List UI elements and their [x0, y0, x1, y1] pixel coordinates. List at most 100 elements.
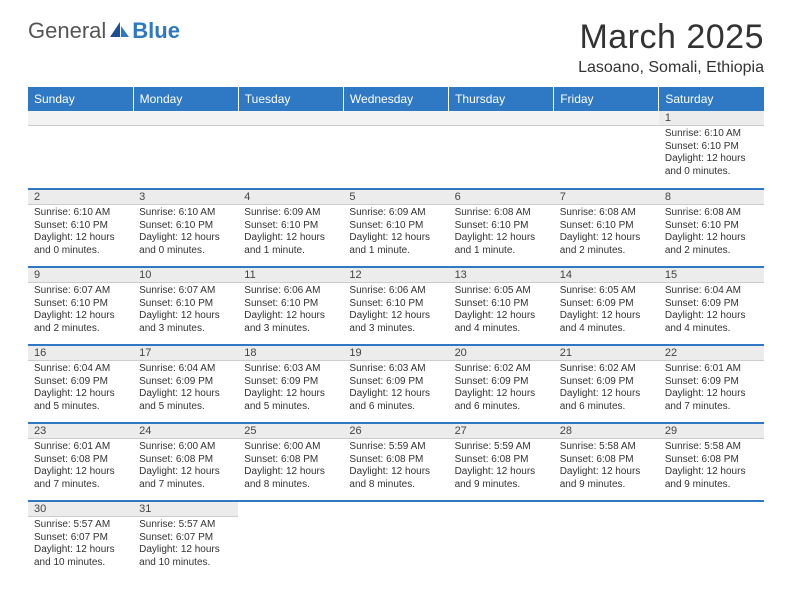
sunrise-text: Sunrise: 6:01 AM	[34, 441, 127, 454]
daylight-line1: Daylight: 12 hours	[34, 544, 127, 557]
sunset-text: Sunset: 6:10 PM	[560, 220, 653, 233]
day-details: Sunrise: 6:08 AMSunset: 6:10 PMDaylight:…	[449, 205, 554, 261]
daylight-line1: Daylight: 12 hours	[34, 310, 127, 323]
sunset-text: Sunset: 6:10 PM	[665, 220, 758, 233]
day-number: 8	[659, 190, 764, 205]
day-number-empty	[343, 111, 448, 126]
sunset-text: Sunset: 6:09 PM	[665, 298, 758, 311]
sunset-text: Sunset: 6:10 PM	[665, 141, 758, 154]
sunrise-text: Sunrise: 6:08 AM	[560, 207, 653, 220]
sunrise-text: Sunrise: 5:59 AM	[349, 441, 442, 454]
daylight-line1: Daylight: 12 hours	[455, 388, 548, 401]
day-number-empty	[28, 111, 133, 126]
daylight-line2: and 3 minutes.	[349, 323, 442, 336]
sunrise-text: Sunrise: 6:04 AM	[665, 285, 758, 298]
header: General Blue March 2025 Lasoano, Somali,…	[28, 18, 764, 77]
weekday-header: Tuesday	[238, 87, 343, 111]
sunrise-text: Sunrise: 6:08 AM	[455, 207, 548, 220]
daylight-line1: Daylight: 12 hours	[244, 466, 337, 479]
day-details: Sunrise: 6:10 AMSunset: 6:10 PMDaylight:…	[28, 205, 133, 261]
day-details: Sunrise: 5:57 AMSunset: 6:07 PMDaylight:…	[133, 517, 238, 573]
day-details: Sunrise: 6:00 AMSunset: 6:08 PMDaylight:…	[133, 439, 238, 495]
day-number: 13	[449, 268, 554, 283]
day-number: 22	[659, 346, 764, 361]
sunset-text: Sunset: 6:08 PM	[349, 454, 442, 467]
sunset-text: Sunset: 6:08 PM	[665, 454, 758, 467]
day-details: Sunrise: 5:59 AMSunset: 6:08 PMDaylight:…	[449, 439, 554, 495]
sunrise-text: Sunrise: 6:03 AM	[349, 363, 442, 376]
calendar-day-cell: 17Sunrise: 6:04 AMSunset: 6:09 PMDayligh…	[133, 345, 238, 423]
day-details: Sunrise: 6:05 AMSunset: 6:10 PMDaylight:…	[449, 283, 554, 339]
calendar-day-cell	[449, 501, 554, 579]
sunrise-text: Sunrise: 6:04 AM	[139, 363, 232, 376]
sunset-text: Sunset: 6:09 PM	[665, 376, 758, 389]
daylight-line1: Daylight: 12 hours	[34, 466, 127, 479]
calendar-day-cell: 13Sunrise: 6:05 AMSunset: 6:10 PMDayligh…	[449, 267, 554, 345]
day-details: Sunrise: 5:59 AMSunset: 6:08 PMDaylight:…	[343, 439, 448, 495]
calendar-day-cell	[28, 111, 133, 189]
day-details: Sunrise: 6:06 AMSunset: 6:10 PMDaylight:…	[238, 283, 343, 339]
calendar-day-cell: 10Sunrise: 6:07 AMSunset: 6:10 PMDayligh…	[133, 267, 238, 345]
daylight-line2: and 8 minutes.	[349, 479, 442, 492]
daylight-line1: Daylight: 12 hours	[665, 232, 758, 245]
day-details: Sunrise: 6:01 AMSunset: 6:09 PMDaylight:…	[659, 361, 764, 417]
calendar-day-cell	[238, 111, 343, 189]
day-number: 12	[343, 268, 448, 283]
day-details: Sunrise: 6:02 AMSunset: 6:09 PMDaylight:…	[449, 361, 554, 417]
sunset-text: Sunset: 6:08 PM	[455, 454, 548, 467]
sunset-text: Sunset: 6:09 PM	[139, 376, 232, 389]
daylight-line2: and 4 minutes.	[455, 323, 548, 336]
calendar-day-cell: 16Sunrise: 6:04 AMSunset: 6:09 PMDayligh…	[28, 345, 133, 423]
calendar-day-cell: 26Sunrise: 5:59 AMSunset: 6:08 PMDayligh…	[343, 423, 448, 501]
day-number: 14	[554, 268, 659, 283]
day-number: 17	[133, 346, 238, 361]
calendar-day-cell: 8 Sunrise: 6:08 AMSunset: 6:10 PMDaylight…	[659, 189, 764, 267]
day-details: Sunrise: 6:08 AMSunset: 6:10 PMDaylight:…	[554, 205, 659, 261]
daylight-line2: and 0 minutes.	[665, 166, 758, 179]
sunrise-text: Sunrise: 6:02 AM	[560, 363, 653, 376]
sunset-text: Sunset: 6:07 PM	[34, 532, 127, 545]
daylight-line1: Daylight: 12 hours	[34, 388, 127, 401]
sunrise-text: Sunrise: 6:01 AM	[665, 363, 758, 376]
daylight-line1: Daylight: 12 hours	[349, 466, 442, 479]
daylight-line1: Daylight: 12 hours	[349, 310, 442, 323]
weekday-header: Wednesday	[343, 87, 448, 111]
daylight-line2: and 1 minute.	[455, 245, 548, 258]
daylight-line2: and 5 minutes.	[244, 401, 337, 414]
day-details: Sunrise: 6:07 AMSunset: 6:10 PMDaylight:…	[133, 283, 238, 339]
calendar-day-cell: 6Sunrise: 6:08 AMSunset: 6:10 PMDaylight…	[449, 189, 554, 267]
sunrise-text: Sunrise: 6:06 AM	[349, 285, 442, 298]
calendar-day-cell: 30Sunrise: 5:57 AMSunset: 6:07 PMDayligh…	[28, 501, 133, 579]
daylight-line2: and 2 minutes.	[665, 245, 758, 258]
day-details: Sunrise: 6:01 AMSunset: 6:08 PMDaylight:…	[28, 439, 133, 495]
sunset-text: Sunset: 6:10 PM	[455, 220, 548, 233]
sunrise-text: Sunrise: 6:07 AM	[139, 285, 232, 298]
day-number: 7	[554, 190, 659, 205]
day-number-empty	[133, 111, 238, 126]
daylight-line1: Daylight: 12 hours	[349, 232, 442, 245]
day-number: 10	[133, 268, 238, 283]
calendar-day-cell	[554, 501, 659, 579]
daylight-line1: Daylight: 12 hours	[244, 310, 337, 323]
sunset-text: Sunset: 6:08 PM	[139, 454, 232, 467]
sunrise-text: Sunrise: 6:07 AM	[34, 285, 127, 298]
day-number: 2	[28, 190, 133, 205]
daylight-line2: and 10 minutes.	[34, 557, 127, 570]
daylight-line1: Daylight: 12 hours	[455, 466, 548, 479]
daylight-line2: and 3 minutes.	[244, 323, 337, 336]
sunset-text: Sunset: 6:08 PM	[34, 454, 127, 467]
daylight-line2: and 0 minutes.	[34, 245, 127, 258]
calendar-day-cell: 9Sunrise: 6:07 AMSunset: 6:10 PMDaylight…	[28, 267, 133, 345]
day-number: 18	[238, 346, 343, 361]
sail-icon	[109, 18, 131, 44]
calendar-day-cell: 4Sunrise: 6:09 AMSunset: 6:10 PMDaylight…	[238, 189, 343, 267]
daylight-line2: and 6 minutes.	[349, 401, 442, 414]
sunrise-text: Sunrise: 6:06 AM	[244, 285, 337, 298]
sunset-text: Sunset: 6:10 PM	[455, 298, 548, 311]
calendar-table: Sunday Monday Tuesday Wednesday Thursday…	[28, 87, 764, 579]
day-details: Sunrise: 6:04 AMSunset: 6:09 PMDaylight:…	[28, 361, 133, 417]
daylight-line2: and 1 minute.	[244, 245, 337, 258]
calendar-day-cell	[343, 501, 448, 579]
calendar-week-row: 30Sunrise: 5:57 AMSunset: 6:07 PMDayligh…	[28, 501, 764, 579]
sunrise-text: Sunrise: 6:08 AM	[665, 207, 758, 220]
